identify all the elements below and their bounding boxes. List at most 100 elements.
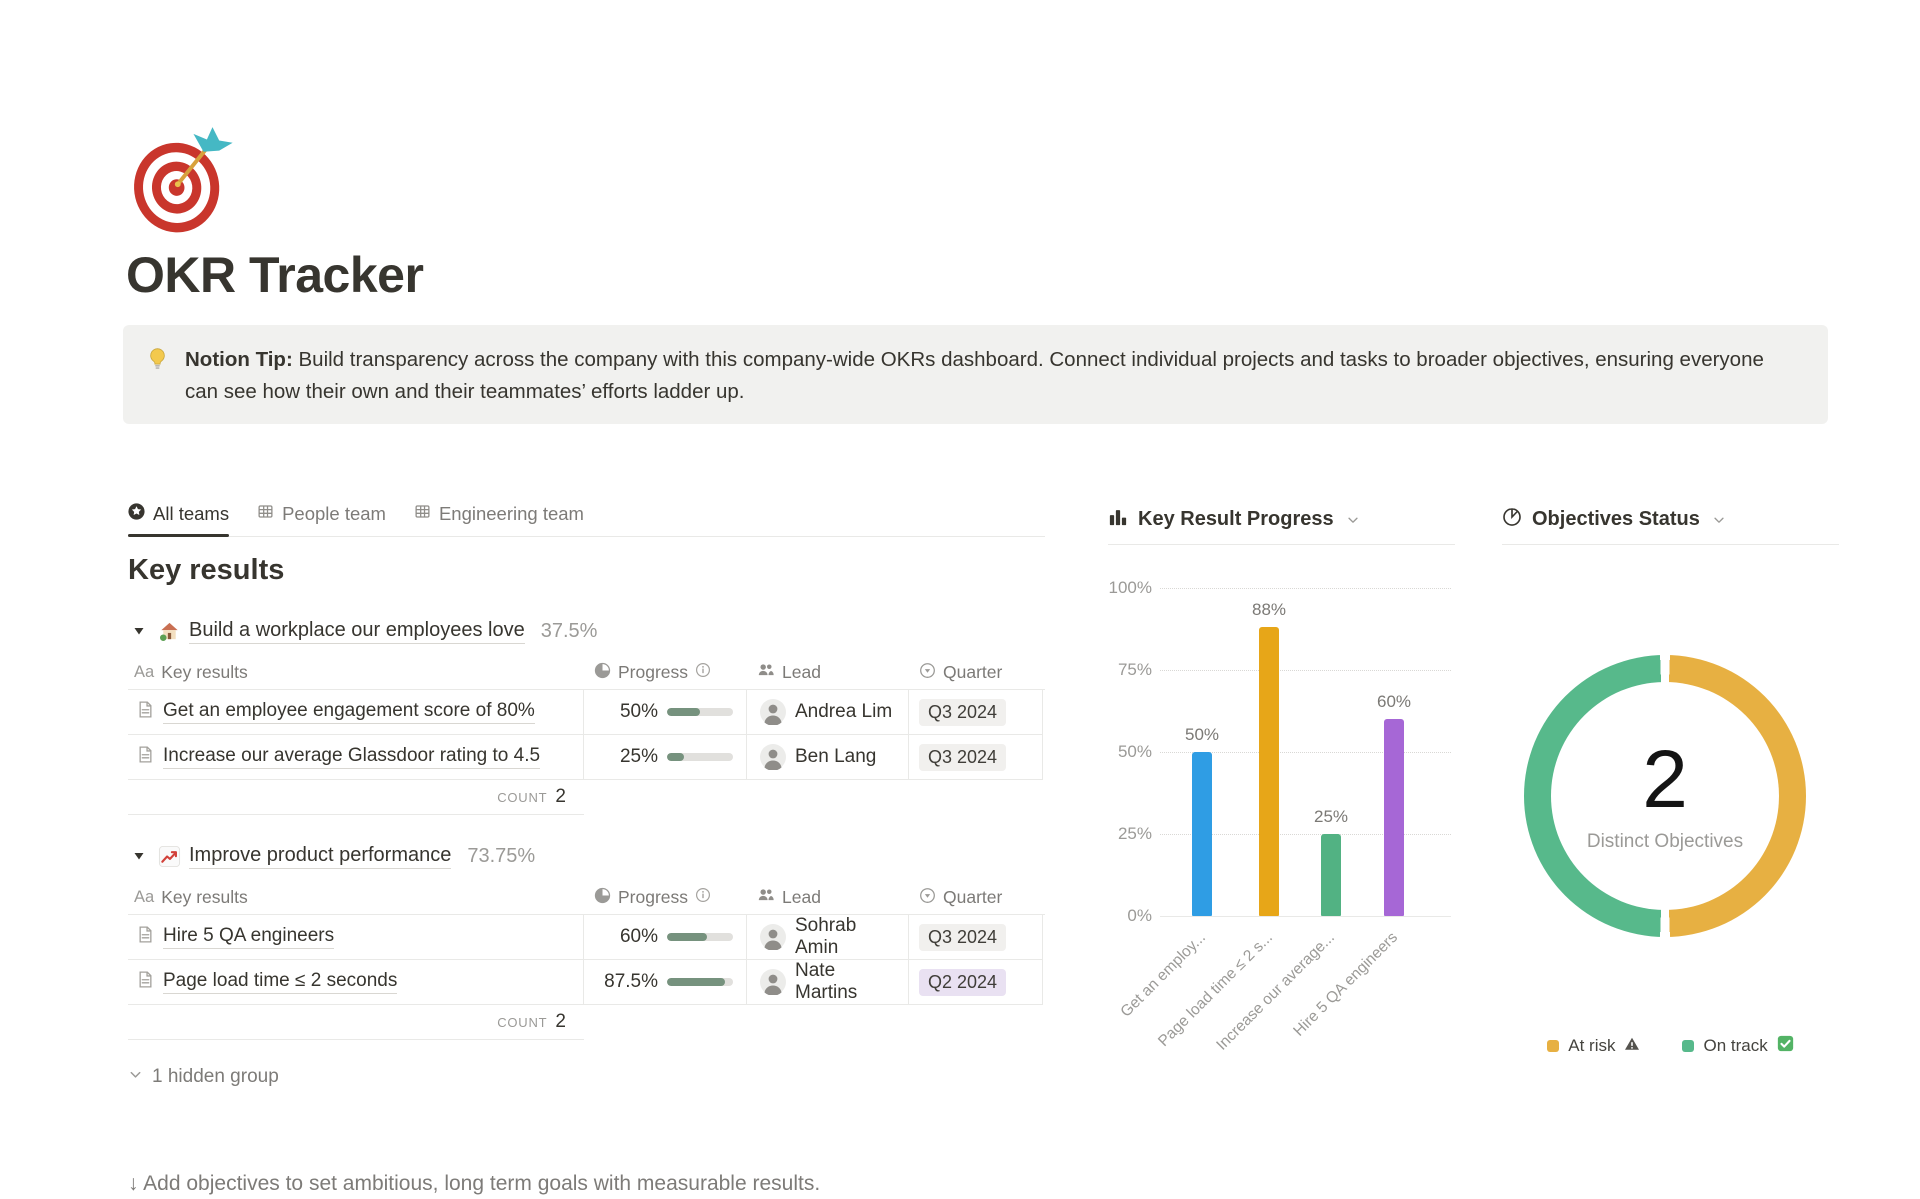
check-mark-icon [1777,1035,1794,1057]
progress-bar [667,753,733,761]
tab-label: Engineering team [438,503,584,524]
key-results-table-2: Aa Key results Progress Lead Quarter [128,881,1045,1040]
column-header-progress[interactable]: Progress [584,656,747,689]
bar-value-label: 25% [1313,807,1349,826]
donut-legend: At risk On track [1502,1035,1839,1057]
key-result-link[interactable]: Get an employee engagement score of 80% [163,700,535,724]
text-property-icon: Aa [134,663,155,681]
bar-group-page-load-time: 88% [1229,600,1309,916]
legend-on-track[interactable]: On track [1682,1035,1793,1057]
hidden-group-toggle[interactable]: 1 hidden group [128,1066,1045,1088]
notion-tip-callout: Notion Tip: Build transparency across th… [123,325,1828,424]
house-with-garden-emoji [158,620,181,643]
callout-text: Notion Tip: Build transparency across th… [185,344,1800,424]
key-result-link[interactable]: Increase our average Glassdoor rating to… [163,745,541,769]
bar-group-hire-qa: 60% [1354,692,1434,916]
count-label: COUNT [497,1014,548,1030]
chevron-down-icon[interactable] [1712,513,1726,527]
chart-title: Objectives Status [1532,508,1700,530]
legend-at-risk[interactable]: At risk [1547,1036,1640,1057]
column-header-lead[interactable]: Lead [747,881,909,914]
info-icon[interactable] [695,662,711,683]
bar-increase-average[interactable] [1321,834,1341,916]
warning-icon [1624,1036,1640,1057]
x-axis-line [1160,916,1451,917]
progress-cell: 60% [584,915,747,960]
column-header-progress[interactable]: Progress [584,881,747,914]
group-collapse-toggle[interactable] [128,625,150,637]
column-header-name[interactable]: Aa Key results [134,662,248,682]
view-tabs: All teams People team Engineering team [128,503,1045,537]
group-title[interactable]: Improve product performance [189,844,452,869]
key-result-name-cell: Page load time ≤ 2 seconds [128,960,584,1005]
bar-get-an-employee[interactable] [1192,752,1212,916]
gridline [1160,588,1451,589]
hidden-group-label: 1 hidden group [152,1066,279,1087]
progress-cell: 87.5% [584,960,747,1005]
tab-people-team[interactable]: People team [257,503,386,536]
callout-tip-body: Build transparency across the company wi… [185,348,1764,403]
tab-all-teams[interactable]: All teams [128,503,230,537]
key-result-link[interactable]: Page load time ≤ 2 seconds [163,970,398,994]
key-result-link[interactable]: Hire 5 QA engineers [163,925,335,949]
bar-value-label: 50% [1184,725,1220,744]
quarter-cell: Q3 2024 [909,915,1043,960]
table-row: Get an employee engagement score of 80% … [128,690,1045,735]
objectives-donut-ring[interactable] [1524,655,1806,937]
quarter-badge: Q3 2024 [919,698,1007,726]
count-value: 2 [555,786,566,807]
group-title[interactable]: Build a workplace our employees love [189,619,525,644]
count-label: COUNT [497,789,548,805]
lead-cell: Ben Lang [747,735,909,780]
tab-label: People team [282,503,386,524]
legend-label: At risk [1568,1036,1616,1055]
info-icon[interactable] [695,887,711,908]
column-header-name[interactable]: Aa Key results [134,887,248,907]
x-axis-label: Get an employ... [1117,929,1210,1021]
count-row[interactable]: COUNT 2 [128,1005,584,1040]
progress-value: 50% [619,701,658,722]
quarter-cell: Q2 2024 [909,960,1043,1005]
bar-hire-qa[interactable] [1384,719,1404,916]
group-collapse-toggle[interactable] [128,850,150,862]
table-icon [414,503,431,525]
dart-target-emoji[interactable] [124,126,236,238]
people-icon [757,661,775,684]
select-icon [919,662,936,684]
distinct-objectives-count: 2 [1642,734,1688,825]
key-result-name-cell: Get an employee engagement score of 80% [128,690,584,735]
group-percent: 73.75% [467,844,536,867]
key-result-name-cell: Increase our average Glassdoor rating to… [128,735,584,780]
x-axis-label: Increase our average... [1213,929,1339,1054]
progress-value: 60% [619,926,658,947]
count-row[interactable]: COUNT 2 [128,780,584,815]
column-header-lead[interactable]: Lead [747,656,909,689]
lead-cell: Andrea Lim [747,690,909,735]
table-row: Page load time ≤ 2 seconds 87.5% Nate Ma… [128,960,1045,1005]
bar-group-get-an-employee: 50% [1162,725,1242,916]
page-icon [136,925,155,950]
column-header-quarter[interactable]: Quarter [909,881,1043,914]
progress-cell: 50% [584,690,747,735]
lead-name: Sohrab Amin [795,915,857,958]
column-header-quarter[interactable]: Quarter [909,656,1043,689]
add-objectives-hint[interactable]: ↓ Add objectives to set ambitious, long … [128,1172,821,1195]
chart-card-header: Objectives Status [1502,503,1839,545]
progress-bar [667,708,733,716]
at-risk-swatch [1547,1040,1560,1052]
x-axis-label: Page load time ≤ 2 s... [1155,929,1277,1051]
tab-engineering-team[interactable]: Engineering team [414,503,584,536]
donut-center: 2 Distinct Objectives [1524,655,1806,937]
page-title: OKR Tracker [126,247,424,303]
lightbulb-icon [145,346,170,424]
y-tick: 100% [1108,578,1152,597]
avatar [760,699,786,725]
page-icon [136,700,155,725]
y-tick: 50% [1117,742,1152,761]
group-header-workplace: Build a workplace our employees love 37.… [128,614,1045,648]
chart-increasing-emoji [158,845,181,868]
bar-page-load-time[interactable] [1259,627,1279,916]
table-row: Hire 5 QA engineers 60% Sohrab Amin Q3 2… [128,915,1045,960]
chevron-down-icon[interactable] [1346,513,1360,527]
